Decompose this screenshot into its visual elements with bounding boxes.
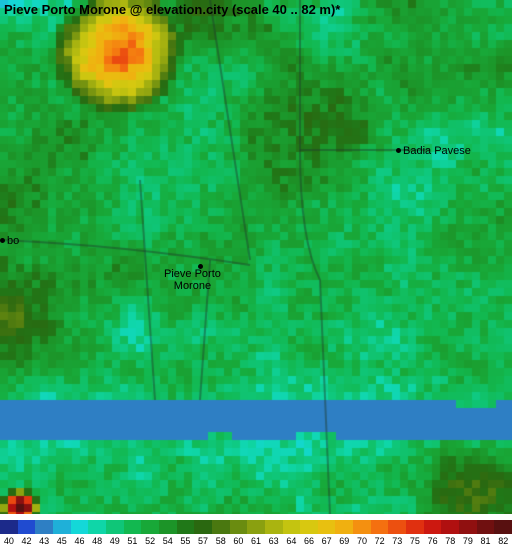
legend-swatch: 43 bbox=[35, 520, 53, 534]
legend-tick-label: 79 bbox=[463, 536, 473, 546]
legend-tick-label: 69 bbox=[339, 536, 349, 546]
legend-tick-label: 52 bbox=[145, 536, 155, 546]
place-dot bbox=[396, 148, 401, 153]
map-title: Pieve Porto Morone @ elevation.city (sca… bbox=[4, 2, 340, 17]
legend-tick-label: 75 bbox=[410, 536, 420, 546]
legend-swatch: 54 bbox=[159, 520, 177, 534]
legend-tick-label: 73 bbox=[392, 536, 402, 546]
legend-swatch: 64 bbox=[283, 520, 301, 534]
legend-swatch: 75 bbox=[406, 520, 424, 534]
place-label: bo bbox=[7, 235, 19, 247]
color-legend: 4042434546484951525455575860616364666769… bbox=[0, 514, 512, 560]
legend-tick-label: 45 bbox=[57, 536, 67, 546]
legend-tick-label: 54 bbox=[163, 536, 173, 546]
legend-tick-label: 40 bbox=[4, 536, 14, 546]
legend-swatch: 73 bbox=[388, 520, 406, 534]
legend-swatch: 45 bbox=[53, 520, 71, 534]
legend-tick-label: 57 bbox=[198, 536, 208, 546]
legend-swatch: 69 bbox=[335, 520, 353, 534]
legend-tick-label: 67 bbox=[322, 536, 332, 546]
legend-swatch: 66 bbox=[300, 520, 318, 534]
legend-swatch: 67 bbox=[318, 520, 336, 534]
legend-tick-label: 76 bbox=[428, 536, 438, 546]
legend-tick-label: 82 bbox=[498, 536, 508, 546]
legend-tick-label: 81 bbox=[481, 536, 491, 546]
legend-tick-label: 78 bbox=[445, 536, 455, 546]
legend-tick-label: 66 bbox=[304, 536, 314, 546]
legend-tick-label: 70 bbox=[357, 536, 367, 546]
legend-tick-label: 51 bbox=[127, 536, 137, 546]
legend-tick-label: 61 bbox=[251, 536, 261, 546]
legend-swatch: 58 bbox=[212, 520, 230, 534]
legend-tick-label: 63 bbox=[269, 536, 279, 546]
legend-tick-label: 49 bbox=[110, 536, 120, 546]
legend-swatch: 49 bbox=[106, 520, 124, 534]
legend-swatch: 48 bbox=[88, 520, 106, 534]
legend-tick-label: 58 bbox=[216, 536, 226, 546]
legend-tick-label: 60 bbox=[233, 536, 243, 546]
legend-swatch: 82 bbox=[494, 520, 512, 534]
legend-tick-label: 43 bbox=[39, 536, 49, 546]
legend-swatch: 57 bbox=[194, 520, 212, 534]
place-label: Pieve PortoMorone bbox=[164, 268, 221, 292]
place-label: Badia Pavese bbox=[403, 145, 471, 157]
legend-tick-label: 72 bbox=[375, 536, 385, 546]
legend-swatch: 72 bbox=[371, 520, 389, 534]
legend-swatch: 42 bbox=[18, 520, 36, 534]
legend-swatch: 81 bbox=[477, 520, 495, 534]
legend-swatch: 60 bbox=[230, 520, 248, 534]
legend-swatch: 70 bbox=[353, 520, 371, 534]
legend-swatch: 63 bbox=[265, 520, 283, 534]
legend-swatch: 76 bbox=[424, 520, 442, 534]
legend-tick-label: 64 bbox=[286, 536, 296, 546]
legend-swatch: 55 bbox=[177, 520, 195, 534]
legend-tick-label: 48 bbox=[92, 536, 102, 546]
legend-tick-label: 42 bbox=[21, 536, 31, 546]
legend-swatch: 40 bbox=[0, 520, 18, 534]
place-dot bbox=[0, 238, 5, 243]
legend-swatch: 79 bbox=[459, 520, 477, 534]
legend-swatch: 51 bbox=[124, 520, 142, 534]
legend-swatch: 78 bbox=[441, 520, 459, 534]
legend-tick-label: 55 bbox=[180, 536, 190, 546]
legend-swatch: 52 bbox=[141, 520, 159, 534]
elevation-heatmap bbox=[0, 0, 512, 514]
legend-swatch: 61 bbox=[247, 520, 265, 534]
legend-tick-label: 46 bbox=[74, 536, 84, 546]
legend-swatch: 46 bbox=[71, 520, 89, 534]
